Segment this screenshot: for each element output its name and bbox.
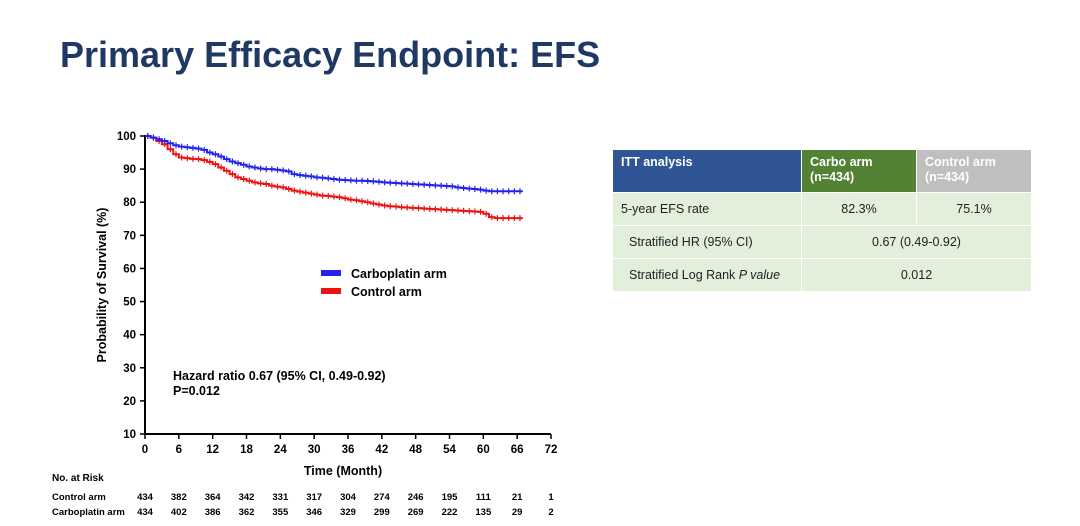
legend-swatch xyxy=(321,288,341,294)
x-tick-label: 60 xyxy=(477,444,490,456)
risk-cell: 299 xyxy=(374,507,390,518)
legend-swatch xyxy=(321,270,341,276)
x-tick-label: 54 xyxy=(443,444,456,456)
slide-title: Primary Efficacy Endpoint: EFS xyxy=(60,34,601,75)
x-tick-label: 42 xyxy=(375,444,388,456)
risk-table-title: No. at Risk xyxy=(52,473,104,484)
risk-cell: 362 xyxy=(239,507,255,518)
control-efs-rate: 75.1% xyxy=(916,192,1032,226)
header-label: ITT analysis xyxy=(621,155,693,169)
risk-cell: 342 xyxy=(239,492,255,503)
risk-cell: 111 xyxy=(476,492,492,503)
risk-cell: 2 xyxy=(548,507,553,518)
x-tick-label: 36 xyxy=(342,444,355,456)
risk-row-label: Carboplatin arm xyxy=(52,507,125,518)
y-tick-label: 70 xyxy=(123,230,136,242)
table-row: Stratified HR (95% CI) 0.67 (0.49-0.92) xyxy=(612,225,1032,259)
header-carbo-arm: Carbo arm (n=434) xyxy=(801,149,917,193)
km-curve-carboplatin-arm xyxy=(145,135,523,193)
risk-cell: 222 xyxy=(442,507,458,518)
risk-cell: 246 xyxy=(408,492,424,503)
row-label-hr: Stratified HR (95% CI) xyxy=(612,225,802,259)
x-tick-label: 6 xyxy=(176,444,182,456)
risk-cell: 1 xyxy=(548,492,554,503)
header-n: (n=434) xyxy=(925,170,970,184)
y-tick-label: 30 xyxy=(123,363,136,375)
header-itt-analysis: ITT analysis xyxy=(612,149,802,193)
carbo-efs-rate: 82.3% xyxy=(801,192,917,226)
risk-cell: 317 xyxy=(306,492,322,503)
risk-cell: 364 xyxy=(205,492,222,503)
risk-cell: 21 xyxy=(512,492,523,503)
x-axis-title: Time (Month) xyxy=(304,464,382,478)
x-tick-label: 30 xyxy=(308,444,321,456)
risk-cell: 195 xyxy=(442,492,459,503)
header-label: Carbo arm xyxy=(810,155,873,169)
y-tick-label: 40 xyxy=(123,330,136,342)
y-axis-title: Probability of Survival (%) xyxy=(95,208,109,363)
risk-cell: 355 xyxy=(272,507,289,518)
risk-cell: 434 xyxy=(137,492,154,503)
log-rank-label: Stratified Log Rank xyxy=(629,268,739,282)
risk-cell: 331 xyxy=(272,492,289,503)
header-label: Control arm xyxy=(925,155,996,169)
risk-cell: 346 xyxy=(306,507,322,518)
risk-cell: 329 xyxy=(340,507,356,518)
y-tick-label: 60 xyxy=(123,263,136,275)
header-n: (n=434) xyxy=(810,170,855,184)
risk-cell: 304 xyxy=(340,492,357,503)
y-tick-label: 10 xyxy=(123,429,136,441)
risk-cell: 382 xyxy=(171,492,187,503)
row-label-efs-rate: 5-year EFS rate xyxy=(612,192,802,226)
efs-summary-table: ITT analysis Carbo arm (n=434) Control a… xyxy=(612,149,1032,292)
risk-cell: 135 xyxy=(475,507,492,518)
x-tick-label: 24 xyxy=(274,444,287,456)
chart-annotation: P=0.012 xyxy=(173,384,220,398)
risk-cell: 274 xyxy=(374,492,391,503)
x-tick-label: 0 xyxy=(142,444,148,456)
risk-cell: 29 xyxy=(512,507,523,518)
y-tick-label: 20 xyxy=(123,396,136,408)
y-tick-label: 90 xyxy=(123,164,136,176)
table-row: 5-year EFS rate 82.3% 75.1% xyxy=(612,192,1032,226)
header-control-arm: Control arm (n=434) xyxy=(916,149,1032,193)
y-tick-label: 50 xyxy=(123,297,136,309)
chart-annotation: Hazard ratio 0.67 (95% CI, 0.49-0.92) xyxy=(173,369,386,383)
y-tick-label: 100 xyxy=(117,131,136,143)
p-value: 0.012 xyxy=(801,258,1032,292)
x-tick-label: 48 xyxy=(409,444,422,456)
p-value-label: P value xyxy=(738,268,781,282)
table-row: Stratified Log Rank P value 0.012 xyxy=(612,258,1032,292)
x-tick-label: 12 xyxy=(206,444,219,456)
risk-cell: 386 xyxy=(205,507,221,518)
risk-cell: 269 xyxy=(408,507,424,518)
risk-row-label: Control arm xyxy=(52,492,106,503)
hr-value: 0.67 (0.49-0.92) xyxy=(801,225,1032,259)
risk-cell: 434 xyxy=(137,507,154,518)
table-header-row: ITT analysis Carbo arm (n=434) Control a… xyxy=(612,149,1032,193)
y-tick-label: 80 xyxy=(123,197,136,209)
x-tick-label: 18 xyxy=(240,444,253,456)
legend-label: Carboplatin arm xyxy=(351,267,447,281)
legend-label: Control arm xyxy=(351,285,422,299)
x-tick-label: 66 xyxy=(511,444,524,456)
row-label-log-rank: Stratified Log Rank P value xyxy=(612,258,802,292)
x-tick-label: 72 xyxy=(545,444,558,456)
risk-cell: 402 xyxy=(171,507,187,518)
